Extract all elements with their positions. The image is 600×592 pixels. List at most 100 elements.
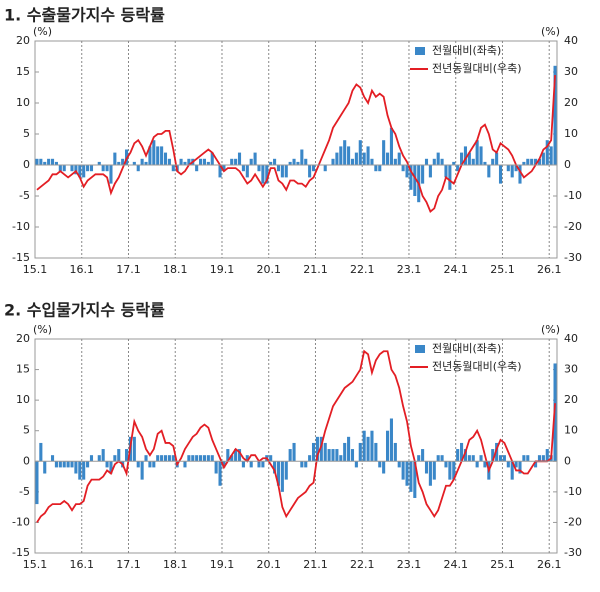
y2-tick-label: 10 <box>564 127 578 140</box>
bar <box>428 461 432 486</box>
bar <box>218 165 222 178</box>
bar <box>327 449 331 462</box>
bar <box>537 455 542 462</box>
bar <box>343 442 347 462</box>
bar <box>374 165 378 172</box>
bar <box>491 158 495 165</box>
bar <box>421 165 425 184</box>
bar <box>222 461 226 468</box>
y2-tick-label: 0 <box>564 454 571 467</box>
bar <box>288 161 292 165</box>
bar <box>89 455 94 462</box>
bar <box>86 165 90 172</box>
bar <box>273 158 277 165</box>
bar <box>526 455 530 462</box>
bar <box>323 442 327 462</box>
y-tick-label: -5 <box>19 485 30 498</box>
legend-label: 전년동월대비(우축) <box>432 62 522 75</box>
bar <box>296 161 300 165</box>
bar <box>167 158 171 165</box>
bar <box>502 455 506 462</box>
bar <box>230 158 234 165</box>
bar <box>456 449 460 462</box>
bar <box>113 455 117 462</box>
chart-title: 1. 수출물가지수 등락률 <box>4 6 165 25</box>
x-tick-label: 26.1 <box>537 263 562 276</box>
bar <box>366 146 370 165</box>
bar <box>432 461 436 480</box>
bar <box>160 455 164 462</box>
bar <box>101 449 105 462</box>
bar <box>109 165 113 184</box>
bar <box>347 146 351 165</box>
y2-tick-label: 30 <box>564 65 578 78</box>
bar <box>257 461 261 468</box>
bar <box>276 461 281 486</box>
bar <box>195 455 199 462</box>
bar <box>288 449 292 462</box>
bar <box>78 165 82 178</box>
bar <box>354 461 358 468</box>
bar <box>397 152 401 165</box>
bar <box>397 461 401 468</box>
y-tick-label: -15 <box>12 251 30 264</box>
y-tick-label: 0 <box>23 454 30 467</box>
bar <box>545 140 549 165</box>
bar <box>206 455 210 462</box>
bar <box>471 158 475 165</box>
bar <box>43 461 47 474</box>
bar <box>541 152 545 165</box>
bar <box>167 455 171 462</box>
bar <box>495 442 499 462</box>
y-tick-label: 15 <box>16 363 30 376</box>
legend-swatch <box>415 47 425 55</box>
bar <box>156 455 160 462</box>
bar <box>347 436 351 462</box>
x-tick-label: 24.1 <box>443 263 468 276</box>
bar <box>432 158 436 165</box>
bar <box>382 140 386 165</box>
y-tick-label: 20 <box>16 34 30 47</box>
bar <box>385 430 390 462</box>
x-tick-label: 23.1 <box>397 558 422 571</box>
bar <box>319 436 323 462</box>
bar <box>518 461 522 474</box>
bar <box>498 455 503 462</box>
line <box>36 75 556 213</box>
x-tick-label: 22.1 <box>350 558 375 571</box>
bar <box>374 442 378 462</box>
bar <box>249 158 253 165</box>
bar <box>202 455 207 462</box>
bar <box>440 455 444 462</box>
bar <box>187 158 191 165</box>
x-tick-label: 25.1 <box>490 263 515 276</box>
bar <box>444 461 448 468</box>
bar <box>495 152 499 165</box>
bar <box>553 65 557 165</box>
bar <box>530 158 534 165</box>
x-tick-label: 26.1 <box>537 558 562 571</box>
bar <box>335 152 339 165</box>
bar <box>343 140 347 165</box>
y-tick-label: -10 <box>12 515 30 528</box>
bar <box>191 455 195 462</box>
bar <box>389 127 393 165</box>
bar <box>498 165 503 184</box>
y2-tick-label: -10 <box>564 485 582 498</box>
bar <box>62 461 66 468</box>
y2-tick-label: 10 <box>564 424 578 437</box>
bar <box>230 455 234 462</box>
bar <box>366 436 370 462</box>
bar <box>545 449 549 462</box>
y2-unit: (%) <box>541 323 560 336</box>
y2-tick-label: 40 <box>564 332 578 345</box>
bar <box>234 158 238 165</box>
bar <box>74 165 78 175</box>
bar <box>378 165 382 172</box>
bar <box>113 152 117 165</box>
bar <box>522 161 526 165</box>
bar <box>58 165 62 172</box>
bar <box>269 455 273 462</box>
bar <box>448 461 452 480</box>
